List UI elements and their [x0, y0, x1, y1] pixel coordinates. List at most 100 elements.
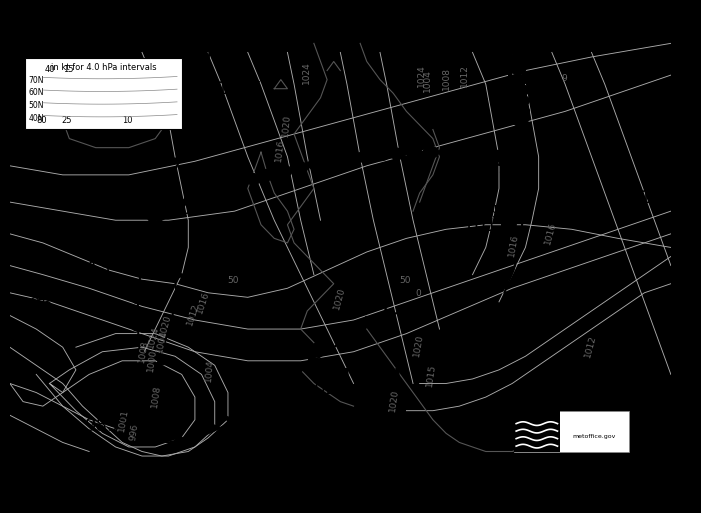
Polygon shape	[197, 57, 209, 64]
Circle shape	[515, 95, 529, 106]
FancyBboxPatch shape	[514, 411, 560, 452]
Text: 0: 0	[416, 289, 421, 298]
Circle shape	[513, 75, 528, 85]
Circle shape	[498, 241, 512, 250]
FancyBboxPatch shape	[514, 411, 629, 452]
Polygon shape	[497, 160, 508, 167]
Text: 1013: 1013	[65, 260, 111, 278]
Text: H: H	[260, 243, 279, 263]
Text: 1024: 1024	[356, 380, 402, 399]
Text: 1023: 1023	[230, 255, 276, 273]
Polygon shape	[179, 129, 191, 136]
Polygon shape	[511, 228, 522, 235]
Polygon shape	[403, 305, 412, 312]
Text: 1020: 1020	[412, 333, 425, 357]
Polygon shape	[148, 387, 160, 394]
Text: 1024: 1024	[416, 65, 426, 87]
Text: ×: ×	[104, 402, 114, 415]
Text: ×: ×	[320, 366, 331, 379]
Text: ×: ×	[491, 208, 501, 221]
Circle shape	[245, 173, 261, 185]
Circle shape	[489, 150, 505, 162]
Polygon shape	[506, 255, 518, 262]
Text: metoffice.gov: metoffice.gov	[573, 434, 616, 439]
Text: 996: 996	[128, 423, 139, 442]
Text: 989: 989	[86, 417, 120, 435]
Polygon shape	[162, 345, 174, 351]
Polygon shape	[175, 144, 186, 150]
Text: 1016: 1016	[273, 138, 285, 162]
Polygon shape	[189, 101, 200, 108]
Circle shape	[503, 199, 518, 209]
Polygon shape	[143, 402, 155, 408]
Polygon shape	[503, 269, 514, 275]
Circle shape	[308, 159, 324, 170]
Circle shape	[507, 44, 522, 53]
Polygon shape	[292, 367, 304, 374]
Text: 1004: 1004	[423, 69, 432, 92]
Text: 70N: 70N	[28, 75, 44, 85]
Text: 1015: 1015	[426, 363, 437, 387]
Polygon shape	[384, 308, 393, 316]
Text: ×: ×	[133, 246, 144, 260]
Polygon shape	[192, 86, 204, 93]
Polygon shape	[195, 72, 206, 78]
Text: 40: 40	[45, 65, 55, 74]
Polygon shape	[239, 406, 250, 414]
Polygon shape	[128, 338, 139, 344]
Circle shape	[155, 203, 170, 214]
Polygon shape	[335, 336, 346, 344]
Polygon shape	[184, 115, 196, 122]
Text: L: L	[37, 284, 51, 304]
Polygon shape	[176, 287, 187, 293]
Polygon shape	[149, 200, 162, 206]
Circle shape	[501, 167, 515, 177]
Text: 1024: 1024	[147, 325, 161, 349]
Polygon shape	[152, 373, 164, 380]
Polygon shape	[268, 387, 278, 394]
Polygon shape	[225, 416, 236, 424]
Text: L: L	[494, 205, 508, 225]
Text: 60N: 60N	[28, 88, 44, 97]
Text: 1012: 1012	[460, 65, 469, 87]
Circle shape	[502, 220, 516, 230]
Polygon shape	[166, 330, 179, 337]
Circle shape	[215, 183, 230, 193]
Polygon shape	[167, 243, 179, 250]
Polygon shape	[210, 424, 220, 431]
Text: ×: ×	[598, 391, 608, 404]
Polygon shape	[139, 416, 151, 423]
Polygon shape	[510, 214, 522, 221]
Circle shape	[276, 166, 292, 176]
Text: 50: 50	[400, 275, 411, 285]
Text: 10: 10	[122, 116, 132, 125]
Circle shape	[515, 106, 529, 116]
Circle shape	[503, 209, 517, 219]
Polygon shape	[132, 255, 143, 262]
Polygon shape	[128, 283, 139, 289]
Text: 9: 9	[561, 74, 566, 83]
Polygon shape	[139, 228, 150, 234]
Text: 1001: 1001	[117, 408, 130, 433]
Text: 1024: 1024	[301, 62, 311, 84]
Circle shape	[229, 178, 245, 189]
Text: 1016: 1016	[507, 233, 520, 257]
Text: 1020: 1020	[158, 313, 172, 338]
Circle shape	[170, 198, 186, 209]
Text: 1000: 1000	[158, 200, 203, 218]
Text: 50N: 50N	[28, 101, 44, 110]
Text: L: L	[597, 383, 611, 403]
Text: 1020: 1020	[332, 286, 346, 310]
Polygon shape	[156, 186, 168, 192]
Polygon shape	[171, 258, 183, 264]
Circle shape	[357, 151, 372, 163]
Text: ×: ×	[262, 243, 273, 256]
Circle shape	[132, 324, 144, 331]
Polygon shape	[156, 433, 165, 442]
Circle shape	[324, 156, 340, 167]
Text: 1008: 1008	[137, 339, 150, 363]
Text: L: L	[205, 67, 219, 87]
Circle shape	[135, 268, 146, 276]
Text: ×: ×	[226, 183, 236, 196]
Circle shape	[138, 379, 149, 386]
